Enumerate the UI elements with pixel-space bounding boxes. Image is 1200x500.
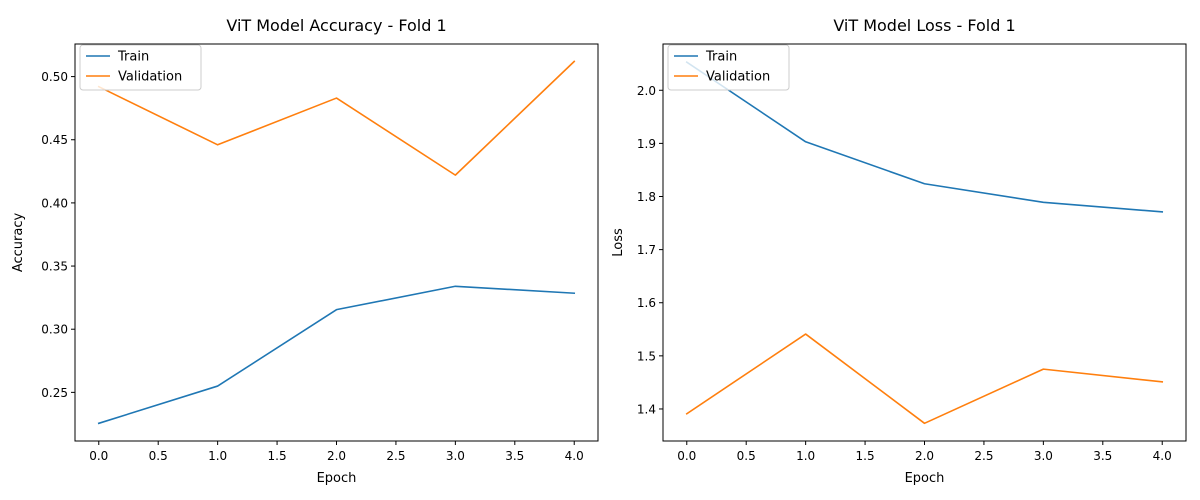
- loss-x-tick-label: 2.5: [974, 449, 993, 463]
- loss-y-tick-label: 1.6: [637, 296, 656, 310]
- accuracy-x-tick-label: 3.0: [446, 449, 465, 463]
- accuracy-y-tick-label: 0.50: [41, 70, 68, 84]
- accuracy-x-tick-label: 0.0: [89, 449, 108, 463]
- loss-legend-label-train: Train: [705, 50, 737, 65]
- accuracy-x-axis-label: Epoch: [317, 471, 357, 486]
- accuracy-y-tick-label: 0.30: [41, 323, 68, 337]
- loss-x-tick-label: 1.5: [856, 449, 875, 463]
- accuracy-y-tick-label: 0.45: [41, 133, 68, 147]
- loss-chart-panel: 0.0 0.5 1.0 1.5 2.0 2.5 3.0 3.5 4.0 1.4 1.5 1.6 1.7 1…: [611, 16, 1187, 486]
- accuracy-x-tick-label: 0.5: [149, 449, 168, 463]
- loss-x-axis-label: Epoch: [905, 471, 945, 486]
- loss-train-line: [685, 61, 1164, 213]
- accuracy-legend: Train Validation: [79, 44, 202, 91]
- accuracy-y-tick-label: 0.25: [41, 386, 68, 400]
- accuracy-x-tick-label: 4.0: [565, 449, 584, 463]
- loss-axes-frame: [662, 43, 1187, 442]
- accuracy-x-tick-label: 3.5: [505, 449, 524, 463]
- loss-legend: Train Validation: [667, 44, 790, 91]
- accuracy-chart-panel: 0.0 0.5 1.0 1.5 2.0 2.5 3.0 3.5 4.0 0.25 0.30 0.35 0…: [11, 16, 599, 486]
- accuracy-legend-label-validation: Validation: [118, 70, 182, 85]
- accuracy-legend-box: [79, 44, 202, 91]
- accuracy-chart-title: ViT Model Accuracy - Fold 1: [226, 16, 446, 35]
- accuracy-x-tick-label: 2.0: [327, 449, 346, 463]
- accuracy-train-line: [97, 285, 576, 425]
- loss-x-tick-label: 2.0: [915, 449, 934, 463]
- accuracy-x-tick-label: 1.0: [208, 449, 227, 463]
- loss-x-tick-label: 4.0: [1153, 449, 1172, 463]
- accuracy-x-tick-label: 1.5: [268, 449, 287, 463]
- loss-x-tick-label: 0.5: [737, 449, 756, 463]
- loss-y-axis-label: Loss: [611, 228, 626, 257]
- accuracy-y-tick-label: 0.40: [41, 196, 68, 210]
- loss-x-tick-label: 3.5: [1093, 449, 1112, 463]
- accuracy-y-tick-label: 0.35: [41, 260, 68, 274]
- loss-legend-box: [667, 44, 790, 91]
- loss-y-tick-label: 1.8: [637, 190, 656, 204]
- loss-y-tick-label: 1.5: [637, 349, 656, 363]
- accuracy-axes-frame: [74, 43, 599, 442]
- accuracy-x-tick-label: 2.5: [386, 449, 405, 463]
- loss-x-tick-label: 1.0: [796, 449, 815, 463]
- loss-y-tick-label: 1.7: [637, 243, 656, 257]
- loss-validation-line: [685, 333, 1164, 425]
- loss-chart-title: ViT Model Loss - Fold 1: [833, 16, 1015, 35]
- accuracy-y-axis-label: Accuracy: [11, 213, 26, 273]
- loss-y-tick-label: 1.9: [637, 137, 656, 151]
- loss-y-tick-label: 1.4: [637, 402, 656, 416]
- accuracy-legend-label-train: Train: [117, 50, 149, 65]
- loss-x-tick-label: 0.0: [677, 449, 696, 463]
- loss-y-tick-label: 2.0: [637, 84, 656, 98]
- loss-legend-label-validation: Validation: [706, 70, 770, 85]
- accuracy-validation-line: [97, 60, 576, 176]
- loss-x-tick-label: 3.0: [1034, 449, 1053, 463]
